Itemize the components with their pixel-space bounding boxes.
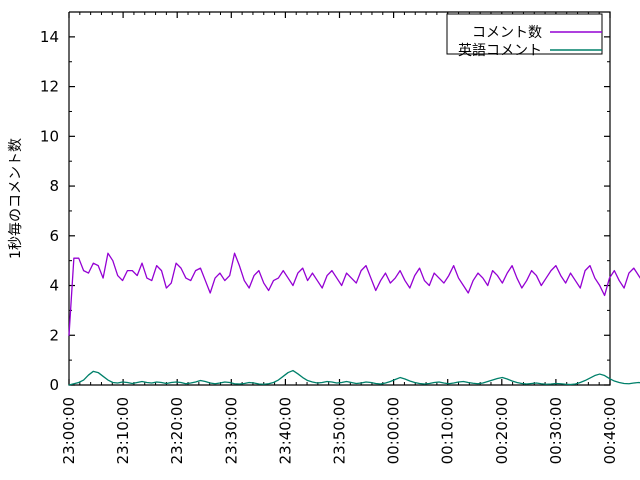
series-line-1 [68, 369, 640, 386]
legend-label-1: 英語コメント [458, 42, 542, 59]
x-tick-label: 23:10:00 [114, 397, 132, 464]
x-tick-label: 23:20:00 [168, 397, 186, 464]
legend-label-0: コメント数 [472, 25, 542, 41]
x-tick-label: 00:00:00 [385, 397, 403, 464]
x-tick-label: 00:30:00 [547, 397, 565, 464]
y-axis-label: 1秒毎のコメント数 [8, 138, 24, 259]
x-tick-label: 23:50:00 [331, 397, 349, 464]
y-tick-label: 0 [49, 376, 59, 394]
legend-box [446, 13, 603, 55]
y-tick-label: 4 [49, 277, 59, 295]
x-tick-label: 00:40:00 [601, 397, 619, 464]
y-axis-ticks [69, 11, 610, 386]
y-tick-label: 10 [40, 127, 59, 145]
y-tick-label: 6 [49, 227, 59, 245]
series-lines [68, 252, 640, 386]
y-tick-label: 12 [40, 78, 59, 96]
x-axis-ticks [68, 12, 611, 385]
x-tick-label: 23:30:00 [222, 397, 240, 464]
x-tick-label: 23:00:00 [60, 397, 78, 464]
x-axis-tick-labels: 23:00:00 23:10:00 23:20:00 23:30:00 23:40:00… [60, 397, 619, 464]
y-axis-label-text: 1秒毎のコメント数 [8, 138, 24, 259]
x-tick-label: 23:40:00 [276, 397, 294, 464]
x-tick-label: 00:20:00 [493, 397, 511, 464]
plot-frame [68, 11, 611, 386]
y-tick-label: 14 [40, 28, 59, 46]
x-tick-label: 00:10:00 [439, 397, 457, 464]
y-tick-label: 8 [49, 177, 59, 195]
y-axis-tick-labels: 0 2 4 6 8 10 12 14 [40, 28, 59, 394]
y-tick-label: 2 [49, 326, 59, 344]
series-line-0 [68, 252, 640, 336]
